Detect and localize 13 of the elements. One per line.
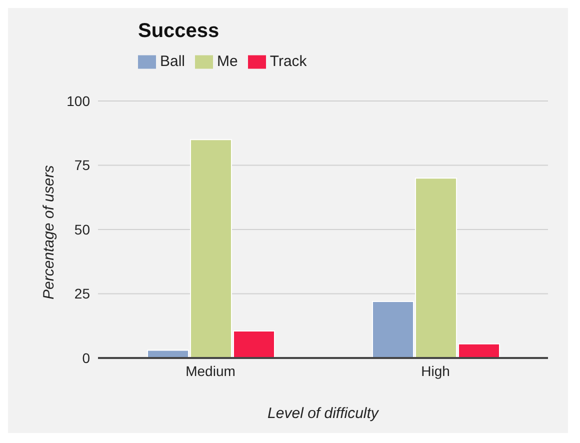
legend-label: Me (217, 53, 238, 70)
y-tick-label: 50 (74, 221, 90, 238)
legend-label: Ball (160, 53, 186, 70)
y-tick-label: 0 (82, 350, 90, 366)
x-tick-label: High (421, 362, 450, 379)
y-axis-title: Percentage of users (40, 164, 58, 300)
chart-title: Success (138, 20, 220, 43)
x-axis-title: Level of difficulty (268, 405, 380, 422)
x-tick-label: Medium (186, 362, 236, 379)
legend-label: Track (270, 53, 307, 70)
y-tick-label: 75 (74, 157, 90, 174)
y-tick-label: 25 (74, 286, 90, 302)
y-tick-label: 100 (66, 93, 90, 109)
